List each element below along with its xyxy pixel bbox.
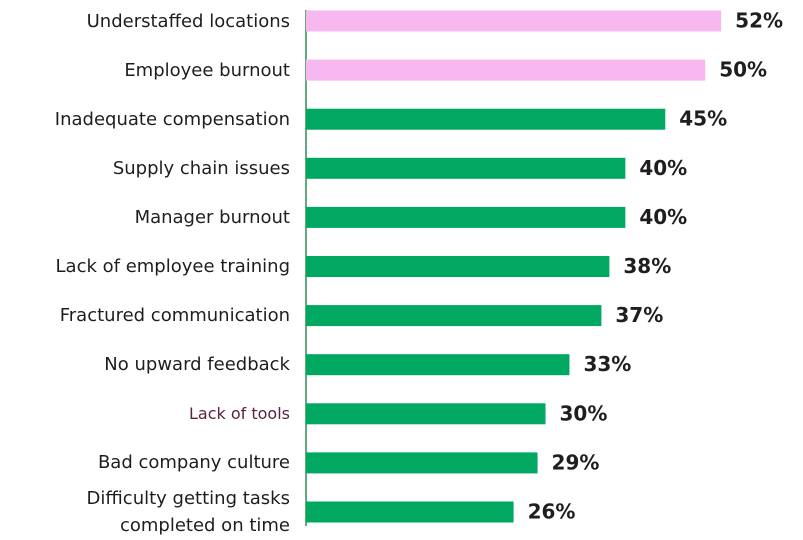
category-label: Difficulty getting tasks completed on ti… — [86, 488, 290, 536]
category-label: Manager burnout — [134, 206, 290, 228]
bar — [306, 305, 602, 327]
value-label: 26% — [528, 500, 576, 524]
bar — [306, 256, 610, 277]
value-label: 52% — [735, 9, 783, 33]
value-label: 45% — [679, 107, 727, 131]
category-label: No upward feedback — [104, 354, 290, 376]
bar — [306, 354, 570, 376]
category-label: Lack of tools — [188, 404, 290, 424]
value-label: 50% — [719, 58, 767, 82]
value-label: 38% — [623, 254, 671, 278]
bar — [306, 403, 546, 425]
category-label: Bad company culture — [97, 452, 290, 474]
bar — [306, 59, 706, 81]
bar — [306, 10, 722, 32]
value-label: 33% — [583, 352, 631, 376]
bar — [306, 157, 626, 179]
category-label: Understaffed locations — [86, 10, 290, 32]
value-label: 29% — [552, 450, 600, 474]
category-label: Supply chain issues — [112, 157, 290, 179]
bar — [306, 501, 514, 523]
bar — [306, 206, 626, 228]
category-label: Lack of employee training — [55, 256, 290, 277]
category-label: Fractured communication — [59, 305, 290, 327]
value-label: 30% — [560, 401, 608, 425]
category-label: Inadequate compensation — [54, 108, 290, 130]
value-label: 40% — [639, 205, 687, 229]
value-label: 37% — [615, 303, 663, 327]
category-label: Employee burnout — [124, 59, 290, 81]
value-label: 40% — [639, 156, 687, 180]
bar — [306, 452, 538, 474]
bar — [306, 108, 666, 130]
